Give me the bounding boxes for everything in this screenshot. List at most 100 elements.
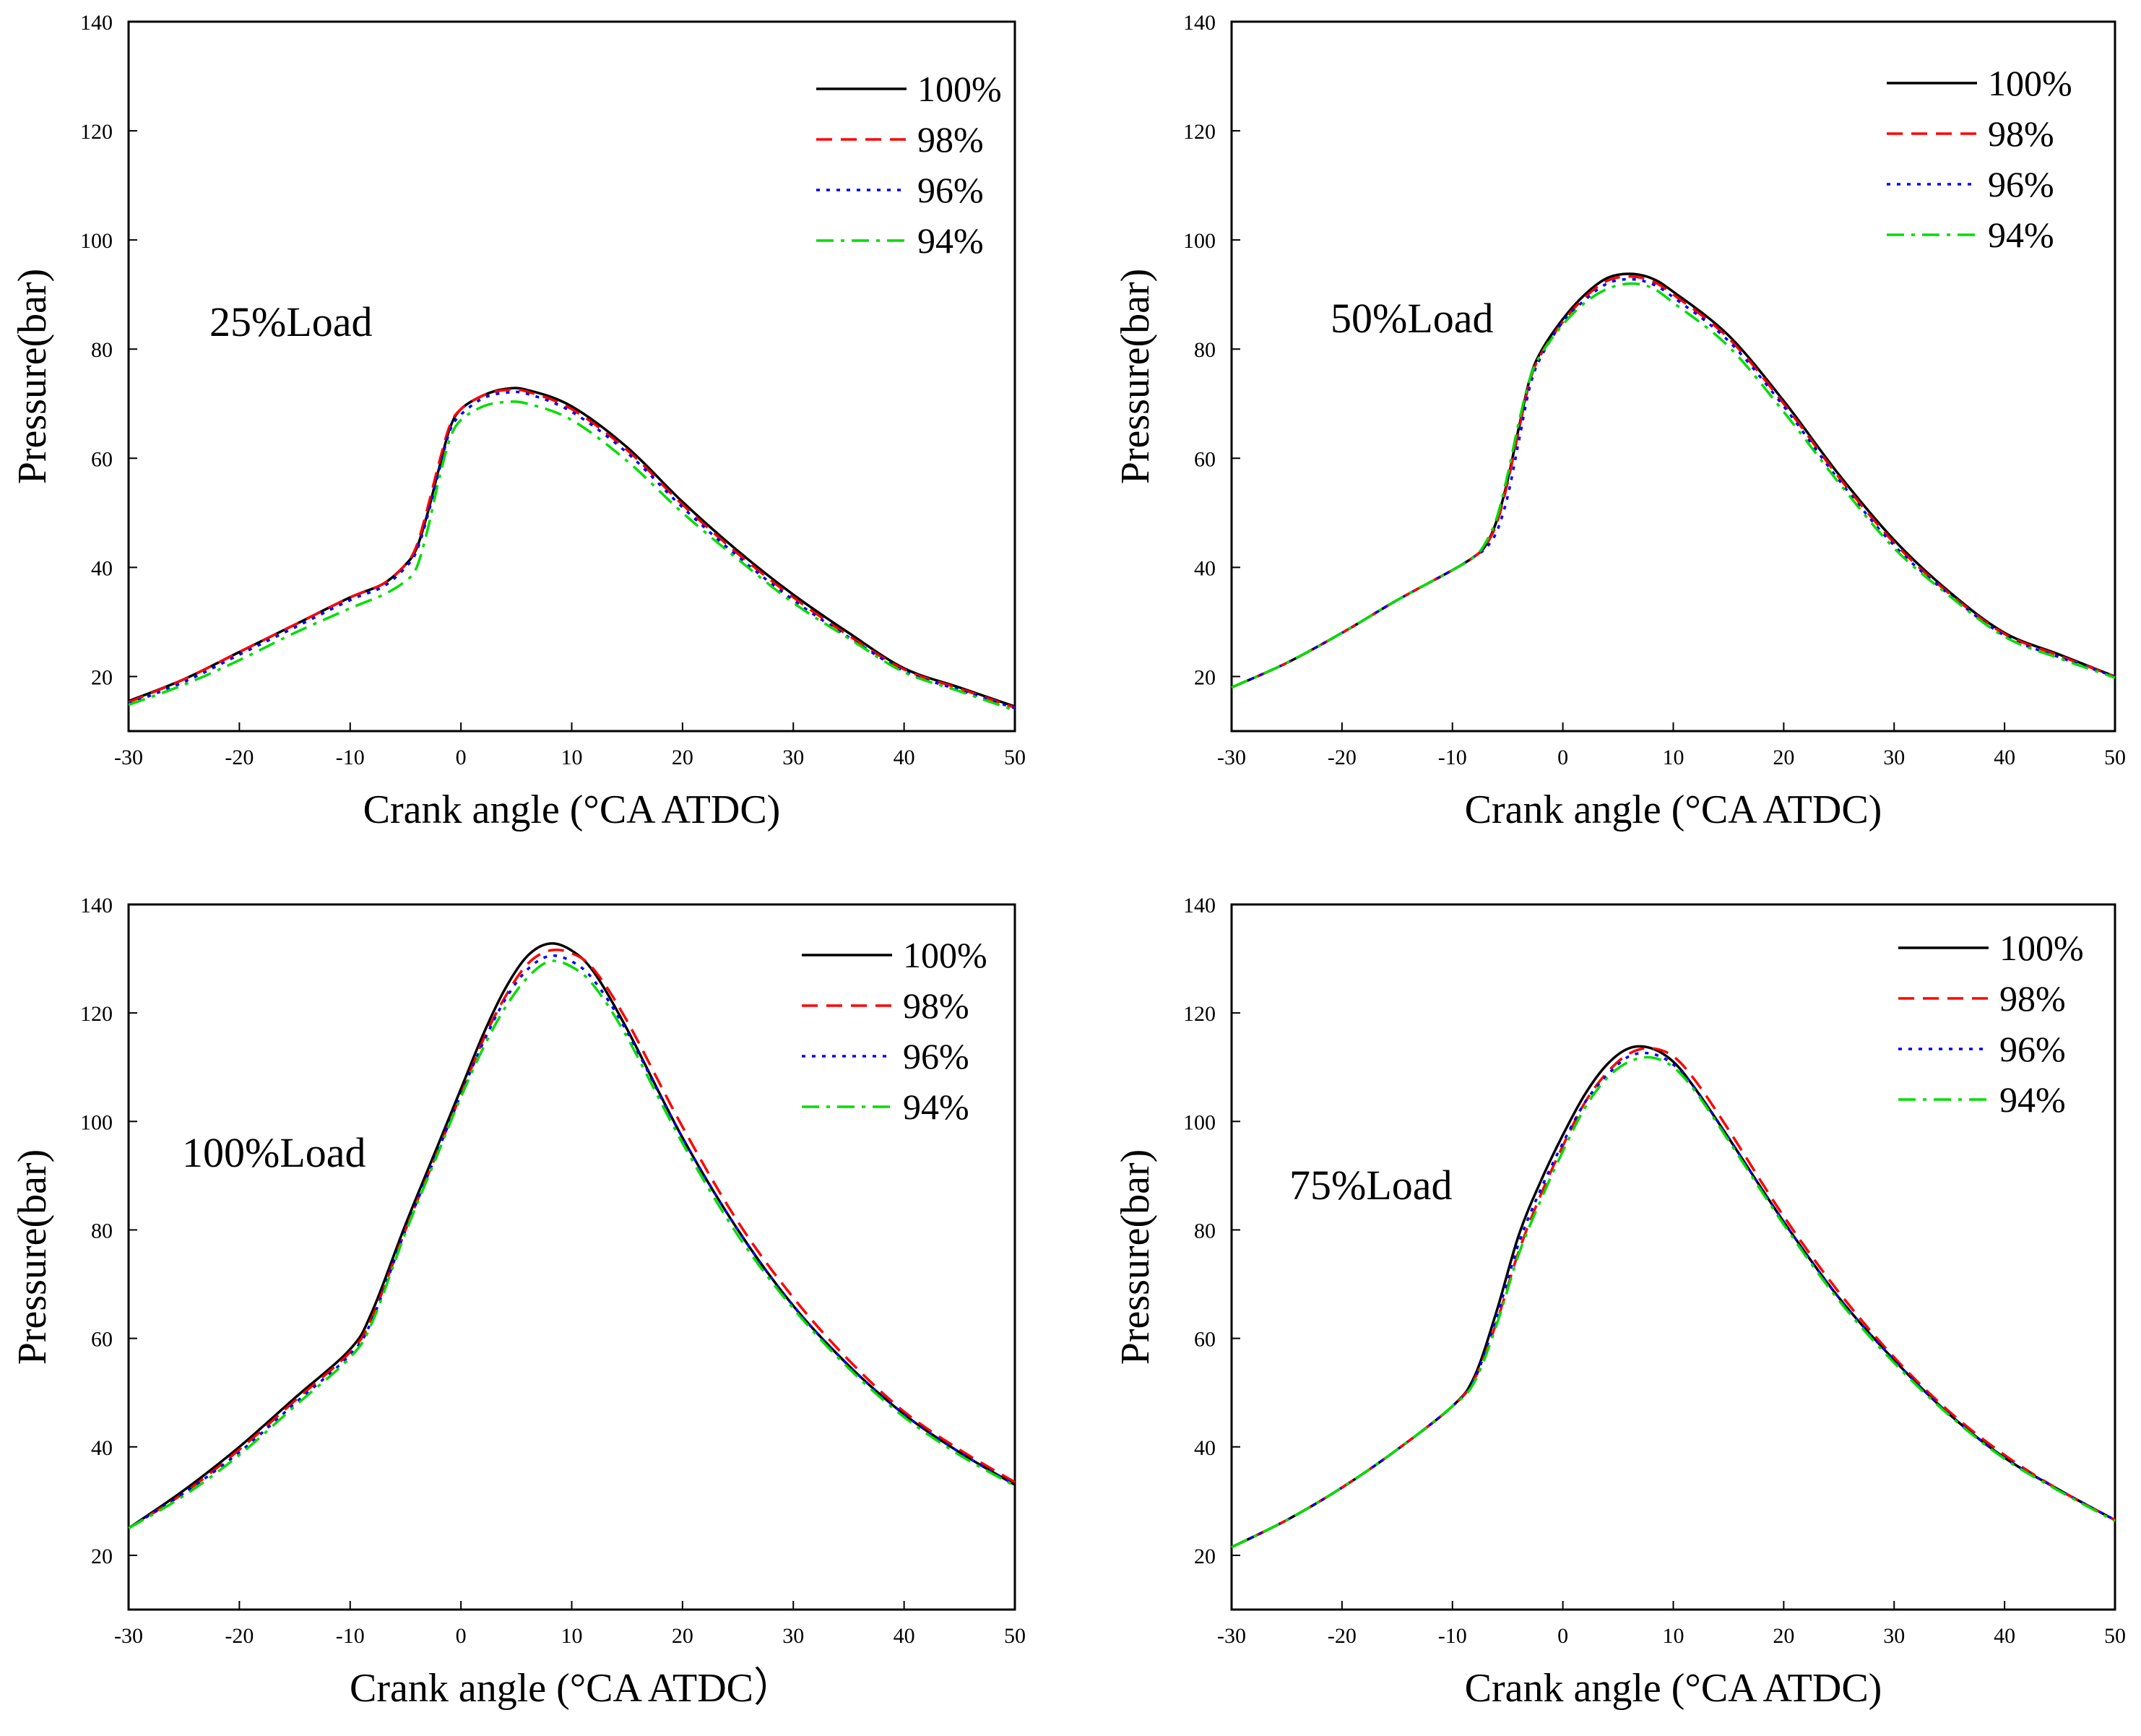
x-tick-label: 20 [1773, 746, 1794, 769]
x-tick-label: -10 [336, 1624, 365, 1648]
y-tick-label: 40 [91, 1436, 113, 1460]
load-annotation: 50%Load [1331, 295, 1494, 342]
series-line-96pct [128, 954, 1016, 1529]
y-tick-label: 120 [1183, 1002, 1216, 1026]
x-tick-label: -20 [225, 1624, 254, 1648]
series-line-98pct [128, 388, 1016, 709]
y-axis-title: Pressure(bar) [10, 1149, 55, 1365]
x-tick-label: 40 [1994, 1624, 2015, 1648]
legend: 100% 98% 96% 94% [816, 69, 1002, 261]
legend-label: 98% [903, 985, 969, 1026]
y-tick-label: 100 [1183, 229, 1216, 253]
y-tick-label: 140 [80, 894, 113, 917]
series-line-100pct [128, 942, 1016, 1529]
x-tick-label: 50 [1004, 1624, 1026, 1648]
series-line-94pct [128, 400, 1016, 712]
x-tick-label: -30 [1217, 1624, 1246, 1648]
x-tick-label: 20 [1773, 1624, 1794, 1648]
x-tick-label: 40 [894, 1624, 915, 1648]
x-tick-label: 10 [561, 1624, 583, 1648]
x-tick-label: -10 [1438, 746, 1467, 769]
y-tick-label: 80 [1194, 1219, 1216, 1243]
legend-label: 96% [917, 170, 984, 210]
y-tick-label: 80 [1194, 338, 1216, 362]
x-tick-label: 0 [1557, 746, 1568, 769]
y-tick-label: 100 [1183, 1110, 1216, 1134]
x-axis-title: Crank angle (°CA ATDC) [363, 787, 781, 832]
x-tick-label: -20 [1328, 1624, 1357, 1648]
x-tick-label: 0 [456, 1624, 467, 1648]
x-tick-label: 50 [2104, 746, 2126, 769]
y-axis-title: Pressure(bar) [1113, 1149, 1158, 1365]
y-tick-label: 100 [80, 1110, 113, 1134]
y-tick-label: 60 [1194, 1328, 1216, 1352]
chart-panel: -30 -20 -10 0 10 20 30 40 50 20 40 60 80 100 120 140 Cra… [10, 894, 1026, 1711]
x-tick-label: 0 [1557, 1624, 1568, 1648]
y-tick-label: 80 [91, 1219, 113, 1243]
x-tick-label: -30 [114, 1624, 143, 1648]
y-tick-label: 40 [1194, 556, 1216, 580]
load-annotation: 100%Load [182, 1129, 366, 1176]
y-tick-label: 60 [91, 447, 113, 471]
x-tick-label: -20 [1328, 746, 1357, 769]
x-tick-label: -30 [1217, 746, 1246, 769]
y-tick-label: 20 [91, 665, 113, 689]
x-tick-label: 10 [1663, 1624, 1684, 1648]
y-tick-label: 80 [91, 338, 113, 362]
series-line-94pct [128, 959, 1016, 1529]
x-tick-label: 50 [2104, 1624, 2126, 1648]
y-axis-title: Pressure(bar) [1113, 269, 1158, 485]
series-line-94pct [1231, 282, 2116, 689]
x-tick-label: 0 [456, 746, 467, 769]
x-tick-label: -10 [336, 746, 365, 769]
y-tick-label: 20 [91, 1545, 113, 1568]
x-tick-label: 40 [894, 746, 915, 769]
series-line-94pct [1231, 1055, 2116, 1549]
legend-label: 94% [917, 220, 984, 261]
x-tick-label: 30 [1883, 1624, 1905, 1648]
legend-label: 94% [1988, 215, 2054, 255]
load-annotation: 25%Load [209, 298, 373, 345]
legend-label: 96% [1999, 1029, 2066, 1069]
x-tick-label: -10 [1438, 1624, 1467, 1648]
y-tick-label: 120 [80, 1002, 113, 1026]
x-tick-label: 10 [561, 746, 583, 769]
x-tick-label: 20 [672, 1624, 693, 1648]
legend: 100% 98% 96% 94% [802, 935, 987, 1127]
y-tick-label: 40 [1194, 1436, 1216, 1460]
legend-label: 100% [1988, 63, 2072, 103]
legend-label: 100% [917, 69, 1002, 109]
x-axis-title: Crank angle (°CA ATDC) [1465, 1666, 1882, 1711]
x-tick-label: 30 [782, 1624, 804, 1648]
legend-label: 94% [1999, 1079, 2066, 1120]
y-axis-title: Pressure(bar) [10, 269, 55, 485]
y-tick-label: 20 [1194, 1545, 1216, 1568]
y-tick-label: 140 [1183, 894, 1216, 917]
legend-label: 96% [1988, 164, 2054, 204]
legend-label: 94% [903, 1087, 969, 1127]
chart-panel: -30 -20 -10 0 10 20 30 40 50 20 40 60 80 100 120 140 Cra… [10, 11, 1026, 832]
y-tick-label: 40 [91, 556, 113, 580]
x-tick-label: 20 [672, 746, 693, 769]
legend-label: 100% [1999, 928, 2084, 968]
y-tick-label: 120 [1183, 120, 1216, 144]
chart-panel: -30 -20 -10 0 10 20 30 40 50 20 40 60 80 100 120 140 Cra… [1113, 11, 2126, 832]
x-tick-label: -20 [225, 746, 254, 769]
legend: 100% 98% 96% 94% [1887, 63, 2072, 255]
y-tick-label: 100 [80, 229, 113, 253]
x-axis-title: Crank angle (°CA ATDC） [350, 1666, 794, 1711]
series-line-98pct [128, 948, 1016, 1529]
x-tick-label: 10 [1663, 746, 1684, 769]
x-axis-title: Crank angle (°CA ATDC) [1465, 787, 1882, 832]
x-tick-label: -30 [114, 746, 143, 769]
chart-panel: -30 -20 -10 0 10 20 30 40 50 20 40 60 80 100 120 140 Cra… [1113, 894, 2126, 1711]
y-tick-label: 20 [1194, 665, 1216, 689]
y-tick-label: 140 [1183, 11, 1216, 35]
y-tick-label: 120 [80, 120, 113, 144]
load-annotation: 75%Load [1289, 1162, 1453, 1209]
y-tick-label: 60 [91, 1328, 113, 1352]
legend-label: 98% [917, 119, 984, 160]
x-tick-label: 30 [782, 746, 804, 769]
legend-label: 96% [903, 1036, 969, 1076]
